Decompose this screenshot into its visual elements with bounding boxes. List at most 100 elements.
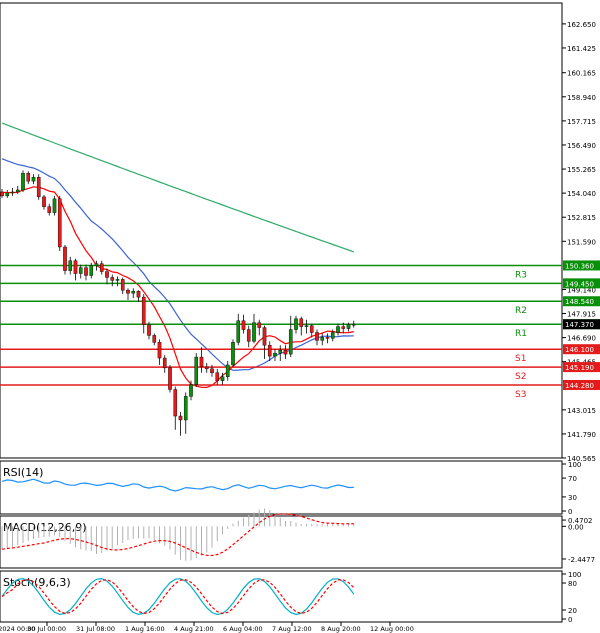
macd-label: MACD(12,26,9) xyxy=(3,521,87,534)
time-tick-label: 29 Jul 2024 00:00 xyxy=(0,625,36,633)
candle-body xyxy=(299,318,304,327)
candle-body xyxy=(178,415,183,421)
candle-body xyxy=(257,322,262,328)
time-tick-label: 4 Aug 21:00 xyxy=(174,625,214,633)
candle-body xyxy=(210,368,214,373)
price-tick-label: 141.790 xyxy=(567,431,596,439)
stoch-tick-label: 80 xyxy=(568,580,577,588)
candle-body xyxy=(294,318,298,330)
candle-body xyxy=(42,196,46,207)
stoch-d-line xyxy=(1,578,355,615)
candle-body xyxy=(99,263,104,272)
price-tick-label: 151.590 xyxy=(567,238,596,246)
level-name: S2 xyxy=(515,372,526,382)
candle-body xyxy=(78,267,83,274)
candle-body xyxy=(273,352,277,357)
stoch-k-line xyxy=(1,577,355,616)
candle-body xyxy=(21,173,25,191)
time-tick-label: 31 Jul 08:00 xyxy=(76,625,115,633)
candle-body xyxy=(147,324,151,336)
price-tick-label: 152.815 xyxy=(567,214,596,222)
candle-body xyxy=(330,332,335,339)
candle-body xyxy=(173,389,178,417)
level-name: S3 xyxy=(515,390,526,400)
macd-signal-line xyxy=(1,513,354,557)
candle-body xyxy=(304,325,309,327)
macd-tick-label: 0.4702 xyxy=(568,517,593,525)
candle-body xyxy=(31,177,36,182)
candle-body xyxy=(57,198,62,248)
candle-body xyxy=(168,367,172,390)
candle-body xyxy=(105,271,109,278)
level-price-tag xyxy=(563,379,600,390)
price-tick-label: 162.650 xyxy=(567,21,596,29)
candle-body xyxy=(120,279,125,291)
price-tick-label: 146.690 xyxy=(567,335,596,343)
level-price-tag xyxy=(563,296,600,307)
level-price-label: 146.100 xyxy=(565,346,594,354)
candle-body xyxy=(309,325,314,333)
rsi-line xyxy=(1,478,354,492)
ma-slow-line xyxy=(1,122,355,253)
ma-mid-line xyxy=(1,158,354,371)
price-tick-label: 143.015 xyxy=(567,407,596,415)
rsi-label: RSI(14) xyxy=(3,466,43,479)
candle-body xyxy=(236,320,241,343)
candle-body xyxy=(246,329,251,342)
candle-body xyxy=(47,206,52,213)
level-price-label: 150.360 xyxy=(565,262,594,270)
macd-tick-label: 0.00 xyxy=(568,523,584,531)
candle-body xyxy=(288,329,293,355)
price-tick-label: 154.040 xyxy=(567,190,596,198)
rsi-panel: 100 70 30 0 RSI(14) xyxy=(0,460,581,516)
candle-body xyxy=(204,366,209,370)
level-price-label: 148.540 xyxy=(565,298,594,306)
rsi-tick-label: 70 xyxy=(568,475,577,483)
candle-body xyxy=(346,324,351,329)
level-price-tag xyxy=(563,260,600,271)
candle-body xyxy=(320,337,325,341)
stoch-frame xyxy=(0,570,563,623)
candle-body xyxy=(141,296,146,325)
candle-body xyxy=(84,267,88,276)
time-tick-label: 1 Aug 16:00 xyxy=(125,625,165,633)
candle-body xyxy=(10,191,15,194)
candle-body xyxy=(52,198,57,213)
level-name: R3 xyxy=(515,270,527,280)
candle-body xyxy=(325,337,330,339)
candle-body xyxy=(351,324,356,326)
candle-body xyxy=(0,191,4,197)
candle-body xyxy=(189,384,193,397)
level-price-tag xyxy=(563,344,600,355)
candle-body xyxy=(136,291,141,298)
candle-body xyxy=(341,326,346,329)
price-tick-label: 161.425 xyxy=(567,45,596,53)
price-tick-label: 158.940 xyxy=(567,94,596,102)
stoch-tick-label: 0 xyxy=(568,616,572,624)
rsi-tick-label: 0 xyxy=(568,508,572,516)
rsi-tick-label: 30 xyxy=(568,494,577,502)
level-price-label: 145.190 xyxy=(565,364,594,372)
level-price-label: 149.450 xyxy=(565,280,594,288)
candle-body xyxy=(89,265,94,276)
candle-body xyxy=(336,326,340,333)
price-tick-label: 157.715 xyxy=(567,118,596,126)
candle-body xyxy=(152,335,157,343)
candle-body xyxy=(278,349,283,354)
current-price-tag xyxy=(563,319,600,330)
candle-body xyxy=(110,277,115,281)
macd-tick-label: -2.4477 xyxy=(568,556,595,564)
candle-body xyxy=(131,291,136,294)
candle-body xyxy=(15,189,20,193)
current-price-label: 147.370 xyxy=(565,321,594,329)
candle-body xyxy=(231,342,235,366)
candle-body xyxy=(225,364,230,377)
ma-fast-line xyxy=(1,186,354,389)
price-tick-label: 140.565 xyxy=(567,455,596,463)
price-frame xyxy=(0,2,563,459)
price-tick-label: 147.915 xyxy=(567,311,596,319)
